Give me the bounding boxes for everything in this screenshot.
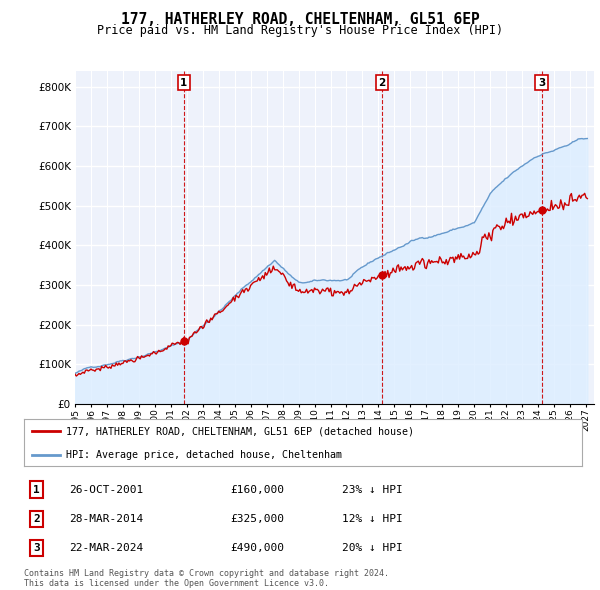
Text: 12% ↓ HPI: 12% ↓ HPI — [342, 514, 403, 524]
Text: HPI: Average price, detached house, Cheltenham: HPI: Average price, detached house, Chel… — [66, 450, 342, 460]
Text: 26-OCT-2001: 26-OCT-2001 — [68, 484, 143, 494]
Text: £490,000: £490,000 — [230, 543, 284, 553]
Text: 20% ↓ HPI: 20% ↓ HPI — [342, 543, 403, 553]
Text: 23% ↓ HPI: 23% ↓ HPI — [342, 484, 403, 494]
Text: 3: 3 — [538, 78, 545, 88]
Text: £325,000: £325,000 — [230, 514, 284, 524]
Text: 177, HATHERLEY ROAD, CHELTENHAM, GL51 6EP (detached house): 177, HATHERLEY ROAD, CHELTENHAM, GL51 6E… — [66, 426, 414, 436]
Text: 22-MAR-2024: 22-MAR-2024 — [68, 543, 143, 553]
Text: 1: 1 — [180, 78, 187, 88]
Text: 28-MAR-2014: 28-MAR-2014 — [68, 514, 143, 524]
Text: Contains HM Land Registry data © Crown copyright and database right 2024.
This d: Contains HM Land Registry data © Crown c… — [24, 569, 389, 588]
Text: £160,000: £160,000 — [230, 484, 284, 494]
Text: 2: 2 — [379, 78, 386, 88]
Text: 177, HATHERLEY ROAD, CHELTENHAM, GL51 6EP: 177, HATHERLEY ROAD, CHELTENHAM, GL51 6E… — [121, 12, 479, 27]
Text: 1: 1 — [33, 484, 40, 494]
Text: 2: 2 — [33, 514, 40, 524]
Text: Price paid vs. HM Land Registry's House Price Index (HPI): Price paid vs. HM Land Registry's House … — [97, 24, 503, 37]
Text: 3: 3 — [33, 543, 40, 553]
